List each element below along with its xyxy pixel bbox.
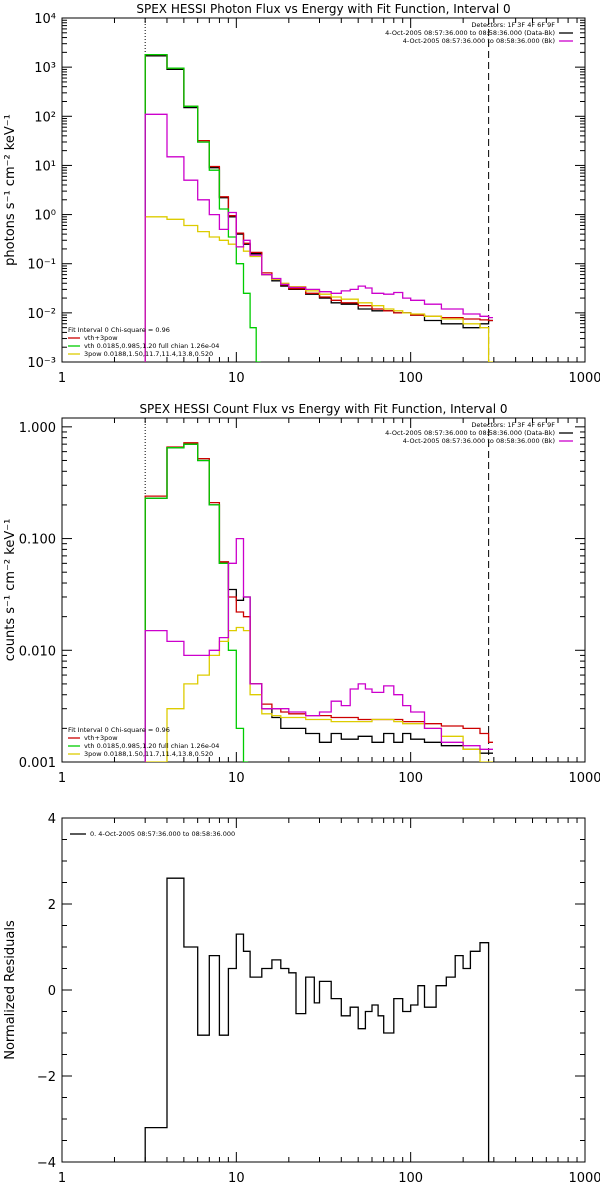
series-group — [144, 53, 493, 362]
chart-panel-2: 1 10 100 1000 0.001 0.010 0.100 1.000 SPEX HESSI… — [3, 402, 600, 786]
y-tick-label: 4 — [48, 812, 56, 827]
axes-frame — [61, 417, 586, 763]
series-group — [144, 442, 493, 762]
legend-top-right-entry: 4-Oct-2005 08:57:36.000 to 08:58:36.000 … — [403, 37, 555, 45]
series-line-3 — [144, 53, 261, 362]
legend-fit-entry: vth+3pow — [84, 334, 118, 342]
y-tick-label: 0.010 — [19, 644, 56, 659]
x-tick-label: 10 — [228, 371, 245, 386]
y-tick-label: 10² — [34, 110, 56, 125]
series-line-3 — [144, 443, 248, 762]
axes-frame — [61, 17, 586, 363]
legend-fit-entry: 3pow 0.0188,1.50,11.7,11.4,13.8,0.520 — [84, 350, 213, 358]
y-tick-label: 10⁻¹ — [27, 258, 56, 273]
y-tick-label: 10¹ — [34, 159, 56, 174]
chart-title: SPEX HESSI Count Flux vs Energy with Fit… — [139, 402, 507, 416]
series-line-5 — [144, 113, 493, 362]
axes-frame — [61, 817, 586, 1163]
legend-top-right-entry: Detectors: 1F 3F 4F 6F 9F — [471, 21, 555, 29]
x-tick-label: 1 — [58, 771, 66, 786]
x-tick-label: 1000 — [568, 1171, 600, 1186]
chart-title: SPEX HESSI Photon Flux vs Energy with Fi… — [136, 2, 510, 16]
legend-fit-entry: Fit Interval 0 Chi-square = 0.96 — [68, 726, 170, 734]
legend-top-left-entry: 0. 4-Oct-2005 08:57:36.000 to 08:58:36.0… — [90, 830, 235, 838]
x-tick-label: 1 — [58, 1171, 66, 1186]
y-axis-label: counts s⁻¹ cm⁻² keV⁻¹ — [3, 519, 18, 662]
y-tick-label: −2 — [37, 1070, 56, 1085]
x-tick-label: 1000 — [568, 371, 600, 386]
legend-top-right-entry: Detectors: 1F 3F 4F 6F 9F — [471, 421, 555, 429]
y-tick-label: 0.100 — [19, 533, 56, 548]
legend-top-right-entry: 4-Oct-2005 08:57:36.000 to 08:58:36.000 … — [385, 29, 555, 37]
legend-top-right-entry: 4-Oct-2005 08:57:36.000 to 08:58:36.000 … — [385, 429, 555, 437]
chart-panel-3: 1 10 100 1000 −4 −2 0 2 4 Normalized Residuals 0. … — [3, 812, 600, 1186]
legend-fit-entry: Fit Interval 0 Chi-square = 0.96 — [68, 326, 170, 334]
series-group — [144, 877, 493, 1162]
y-tick-label: 10³ — [34, 61, 56, 76]
x-tick-label: 1 — [58, 371, 66, 386]
x-tick-label: 100 — [398, 1171, 423, 1186]
y-tick-label: 10⁻² — [27, 307, 56, 322]
y-tick-label: 10⁻³ — [27, 356, 56, 371]
x-tick-label: 10 — [228, 771, 245, 786]
legend-top-right-entry: 4-Oct-2005 08:57:36.000 to 08:58:36.000 … — [403, 437, 555, 445]
x-tick-label: 10 — [228, 1171, 245, 1186]
chart-panel-1: 1 10 100 1000 10⁻³ 10⁻² 10⁻¹ 10⁰ 10¹ 10² 10³ 10⁴ SPE… — [3, 2, 600, 386]
y-axis-label: Normalized Residuals — [3, 920, 18, 1060]
series-line-5 — [144, 537, 493, 762]
y-axis-label: photons s⁻¹ cm⁻² keV⁻¹ — [3, 114, 18, 266]
y-tick-label: 0.001 — [19, 756, 56, 771]
y-tick-label: 0 — [48, 984, 56, 999]
x-tick-label: 100 — [398, 771, 423, 786]
x-tick-label: 100 — [398, 371, 423, 386]
y-tick-label: 10⁴ — [34, 12, 56, 27]
legend-fit-entry: vth 0.0185,0.985,1.20 full chian 1.26e-0… — [84, 342, 219, 350]
x-tick-label: 1000 — [568, 771, 600, 786]
y-tick-label: −4 — [37, 1156, 56, 1171]
legend-fit-entry: vth 0.0185,0.985,1.20 full chian 1.26e-0… — [84, 742, 219, 750]
legend-fit-entry: 3pow 0.0188,1.50,11.7,11.4,13.8,0.520 — [84, 750, 213, 758]
y-tick-label: 10⁰ — [34, 209, 56, 224]
y-tick-label: 1.000 — [19, 421, 56, 436]
y-tick-label: 2 — [48, 898, 56, 913]
legend-fit-entry: vth+3pow — [84, 734, 118, 742]
series-line-4 — [144, 216, 493, 362]
series-line-1 — [144, 877, 493, 1162]
